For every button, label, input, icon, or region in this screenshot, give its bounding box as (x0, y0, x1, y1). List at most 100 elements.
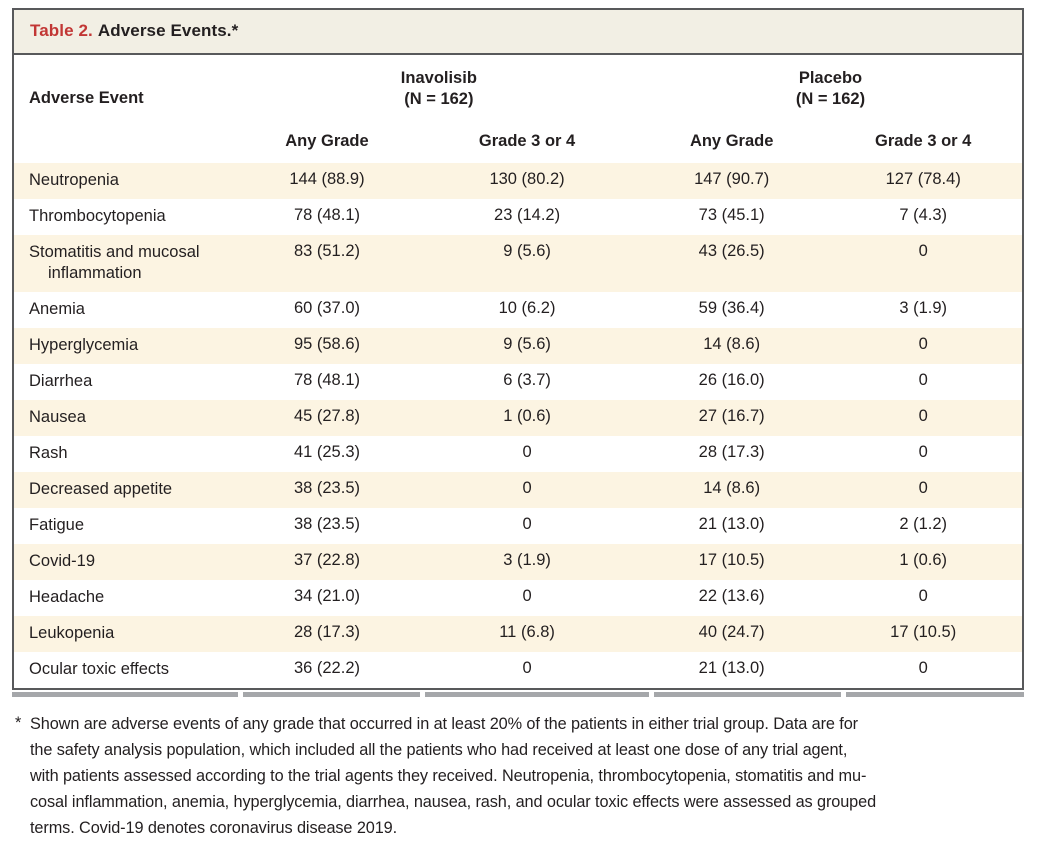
footnote-line: with patients assessed according to the … (30, 767, 867, 785)
adverse-event-column-header: Adverse Event (29, 89, 144, 107)
table-title-bar: Table 2. Adverse Events.* (14, 10, 1022, 55)
value-cell: 14 (8.6) (703, 479, 761, 497)
table-row: Leukopenia 28 (17.3) 11 (6.8) 40 (24.7) … (14, 616, 1022, 652)
value-cell: 14 (8.6) (703, 335, 761, 353)
table-row: Fatigue 38 (23.5) 0 21 (13.0) 2 (1.2) (14, 508, 1022, 544)
subheader-placebo-any-grade: Any Grade (689, 132, 774, 150)
value-cell: 78 (48.1) (293, 371, 360, 389)
event-cell: Hyperglycemia (29, 336, 139, 354)
value-cell: 0 (918, 479, 928, 497)
value-cell: 0 (522, 515, 532, 533)
bottom-rule-segment (242, 692, 420, 697)
value-cell: 0 (918, 659, 928, 677)
value-cell: 6 (3.7) (503, 371, 551, 389)
value-cell: 41 (25.3) (293, 443, 360, 461)
event-cell: Decreased appetite (29, 480, 173, 498)
value-cell: 9 (5.6) (503, 335, 551, 353)
value-cell: 0 (918, 587, 928, 605)
event-cell: Leukopenia (29, 624, 115, 642)
footnote-line: Shown are adverse events of any grade th… (30, 715, 858, 733)
group-n-inavolisib: (N = 162) (404, 90, 474, 108)
table-header: Adverse Event Inavolisib (N = 162) Place… (14, 55, 1022, 163)
value-cell: 1 (0.6) (503, 407, 551, 425)
value-cell: 83 (51.2) (293, 242, 360, 260)
value-cell: 22 (13.6) (698, 587, 765, 605)
value-cell: 21 (13.0) (698, 515, 765, 533)
page: Table 2. Adverse Events.* Adverse Event I… (12, 8, 1024, 837)
bottom-rule-segment (845, 692, 1024, 697)
value-cell: 45 (27.8) (293, 407, 360, 425)
value-cell: 38 (23.5) (293, 479, 360, 497)
value-cell: 0 (522, 587, 532, 605)
value-cell: 144 (88.9) (289, 170, 365, 188)
value-cell: 7 (4.3) (899, 206, 948, 224)
subheader-placebo-grade-3-4: Grade 3 or 4 (875, 132, 972, 150)
footnote-line: the safety analysis population, which in… (30, 741, 848, 759)
group-header-placebo: Placebo (N = 162) (639, 55, 1022, 110)
event-cell: Ocular toxic effects (29, 660, 170, 678)
value-cell: 78 (48.1) (293, 206, 360, 224)
event-cell: Neutropenia (29, 171, 119, 189)
table-bottom-rule (12, 692, 1024, 697)
value-cell: 0 (918, 443, 928, 461)
value-cell: 23 (14.2) (494, 206, 561, 224)
value-cell: 0 (522, 479, 532, 497)
event-cell: Rash (29, 444, 68, 462)
event-cell: Thrombocytopenia (29, 207, 166, 225)
footnote-line: cosal inflammation, anemia, hyperglycemi… (30, 793, 877, 811)
table-frame: Table 2. Adverse Events.* Adverse Event I… (12, 8, 1024, 690)
subheader-inavolisib-any-grade: Any Grade (285, 132, 369, 150)
bottom-rule-segment (12, 692, 238, 697)
value-cell: 28 (17.3) (293, 623, 360, 641)
value-cell: 2 (1.2) (899, 515, 948, 533)
event-cell: Headache (29, 588, 105, 606)
value-cell: 3 (1.9) (899, 299, 948, 317)
table-row: Hyperglycemia 95 (58.6) 9 (5.6) 14 (8.6)… (14, 328, 1022, 364)
value-cell: 21 (13.0) (698, 659, 765, 677)
group-header-inavolisib: Inavolisib (N = 162) (239, 55, 639, 110)
table-row: Ocular toxic effects 36 (22.2) 0 21 (13.… (14, 652, 1022, 688)
table-row: Diarrhea 78 (48.1) 6 (3.7) 26 (16.0) 0 (14, 364, 1022, 400)
table-row: Headache 34 (21.0) 0 22 (13.6) 0 (14, 580, 1022, 616)
table-row: Anemia 60 (37.0) 10 (6.2) 59 (36.4) 3 (1… (14, 292, 1022, 328)
value-cell: 0 (918, 242, 928, 260)
footnote-asterisk: * (15, 714, 22, 732)
event-cell: Stomatitis and mucosal inflammation (29, 243, 200, 282)
value-cell: 73 (45.1) (698, 206, 765, 224)
value-cell: 60 (37.0) (293, 299, 360, 317)
table-row: Stomatitis and mucosal inflammation 83 (… (14, 235, 1022, 292)
value-cell: 0 (918, 407, 928, 425)
table-title-text: Adverse Events.* (97, 21, 239, 40)
table-body: Neutropenia 144 (88.9) 130 (80.2) 147 (9… (14, 163, 1022, 688)
event-cell: Fatigue (29, 516, 85, 534)
bottom-rule-segment (424, 692, 650, 697)
table-row: Covid-19 37 (22.8) 3 (1.9) 17 (10.5) 1 (… (14, 544, 1022, 580)
value-cell: 26 (16.0) (698, 371, 765, 389)
value-cell: 10 (6.2) (498, 299, 556, 317)
value-cell: 3 (1.9) (503, 551, 551, 569)
value-cell: 127 (78.4) (885, 170, 961, 188)
value-cell: 0 (522, 659, 532, 677)
value-cell: 37 (22.8) (293, 551, 360, 569)
footnote-line: terms. Covid-19 denotes coronavirus dise… (30, 819, 398, 837)
value-cell: 38 (23.5) (293, 515, 360, 533)
value-cell: 0 (918, 371, 928, 389)
group-n-placebo: (N = 162) (795, 90, 866, 108)
group-name-inavolisib: Inavolisib (400, 69, 477, 87)
subheader-empty-cell (14, 110, 239, 163)
value-cell: 40 (24.7) (698, 623, 765, 641)
value-cell: 36 (22.2) (293, 659, 360, 677)
table-row: Nausea 45 (27.8) 1 (0.6) 27 (16.7) 0 (14, 400, 1022, 436)
table-row: Rash 41 (25.3) 0 28 (17.3) 0 (14, 436, 1022, 472)
event-cell: Covid-19 (29, 552, 96, 570)
table-row: Decreased appetite 38 (23.5) 0 14 (8.6) … (14, 472, 1022, 508)
value-cell: 147 (90.7) (694, 170, 770, 188)
adverse-events-table: Adverse Event Inavolisib (N = 162) Place… (14, 55, 1022, 688)
event-cell: Anemia (29, 300, 85, 318)
value-cell: 11 (6.8) (499, 623, 555, 641)
value-cell: 28 (17.3) (698, 443, 765, 461)
value-cell: 1 (0.6) (899, 551, 948, 569)
bottom-rule-segment (654, 692, 841, 697)
value-cell: 17 (10.5) (890, 623, 957, 641)
event-cell: Diarrhea (29, 372, 93, 390)
